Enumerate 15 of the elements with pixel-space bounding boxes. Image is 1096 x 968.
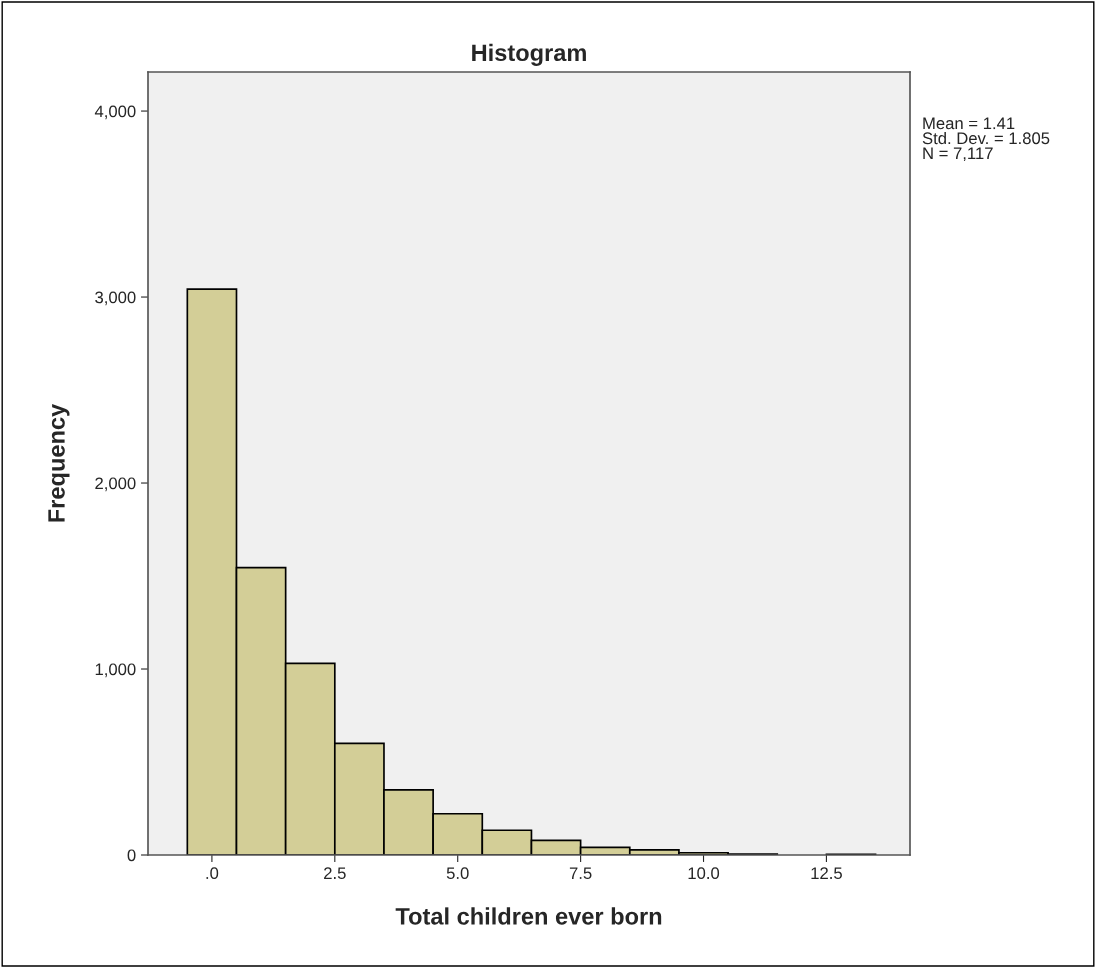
x-tick-label: 12.5 (811, 867, 842, 880)
y-axis-title: Frequency (48, 403, 70, 522)
x-tick-label: .0 (206, 867, 219, 880)
y-tick-label: 4,000 (94, 105, 136, 120)
y-tick-label: 0 (127, 849, 136, 862)
x-tick-label: 10.0 (688, 867, 720, 880)
y-tick-label: 1,000 (95, 663, 136, 678)
y-tick-label: 2,000 (95, 477, 136, 492)
x-axis-title: Total children ever born (395, 907, 662, 925)
x-tick-label: 5.0 (446, 867, 469, 880)
text: Mean = 1.41 Std. Dev. = 1.805 N = 7,117 (922, 117, 1050, 162)
x-tick-label: 7.5 (569, 867, 592, 880)
chart-title: Histogram (472, 43, 586, 66)
y-tick-label: 3,000 (95, 291, 136, 306)
x-tick-label: 2.5 (324, 867, 346, 880)
